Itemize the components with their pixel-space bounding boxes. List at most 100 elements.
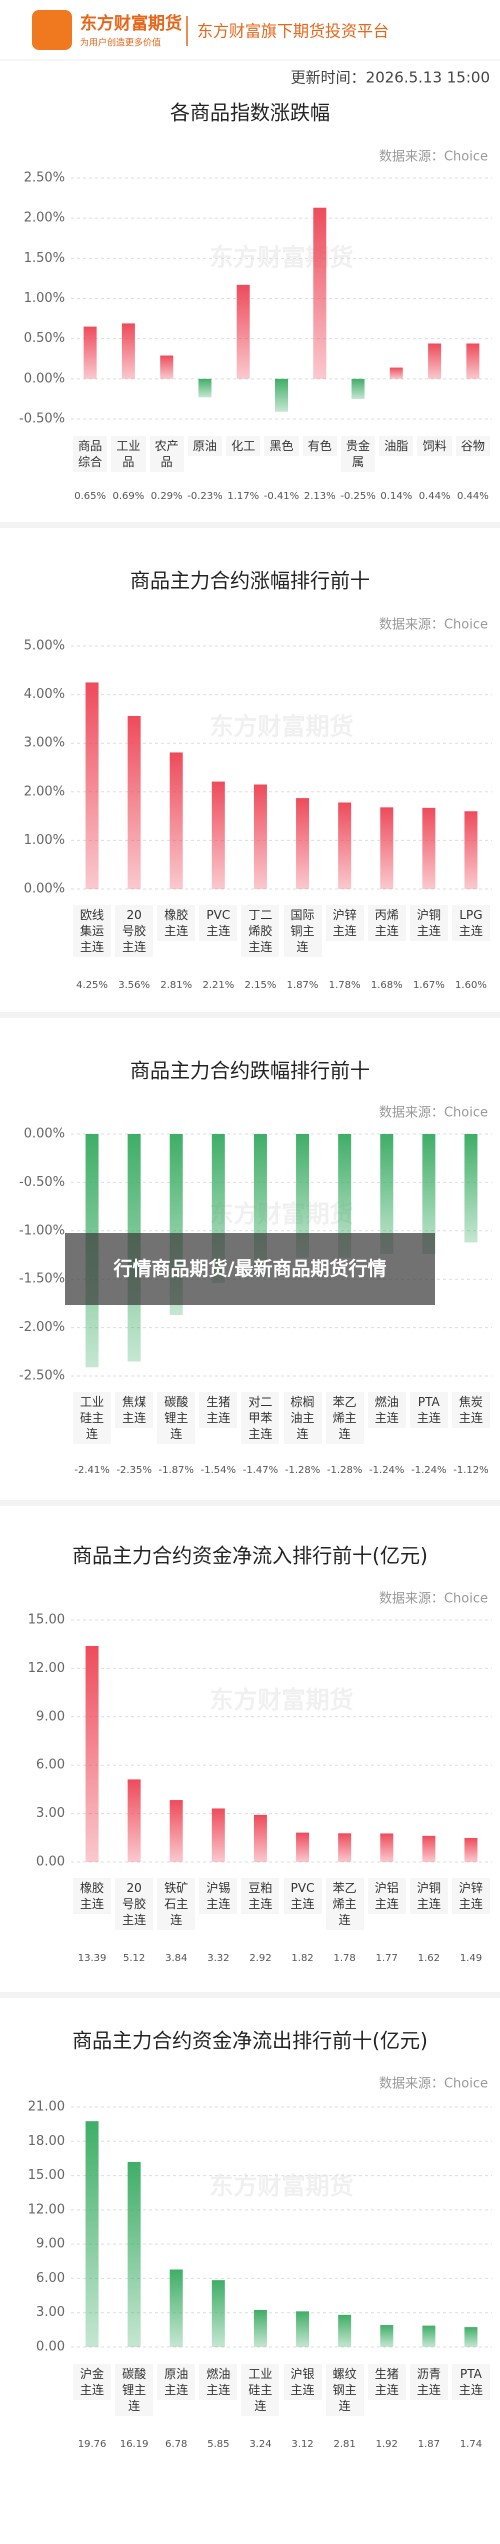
value-label: 1.60% bbox=[455, 980, 487, 991]
x-tick-label: 铁矿石主连 bbox=[157, 1878, 196, 1930]
y-tick-label: 15.00 bbox=[28, 1613, 65, 1628]
value-label: -1.28% bbox=[285, 1465, 320, 1476]
y-tick-label: 9.00 bbox=[36, 2237, 65, 2252]
x-tick-label: 沪铜主连 bbox=[409, 905, 448, 941]
x-tick-text: 油脂 bbox=[384, 439, 409, 453]
x-tick-label: 橡胶主连 bbox=[157, 905, 196, 941]
x-tick-text: 沪锡主连 bbox=[206, 1881, 231, 1911]
x-tick-text: 农产品 bbox=[154, 439, 179, 469]
x-tick-text: 谷物 bbox=[460, 439, 485, 453]
bar bbox=[422, 1134, 436, 1255]
x-tick-label: 原油主连 bbox=[157, 2364, 196, 2400]
x-tick-text: 沪银主连 bbox=[290, 2367, 315, 2397]
value-label: 3.32 bbox=[207, 1953, 229, 1964]
bar bbox=[253, 1814, 267, 1862]
x-tick-label: 商品综合 bbox=[73, 436, 108, 472]
x-tick-label: 碳酸锂主连 bbox=[115, 2364, 154, 2416]
x-tick-label: PVC主连 bbox=[199, 905, 238, 941]
x-tick-label: 生猪主连 bbox=[367, 2364, 406, 2400]
x-tick-label: 螺纹钢主连 bbox=[325, 2364, 364, 2416]
x-tick-text: 沪铜主连 bbox=[416, 1881, 441, 1911]
bar bbox=[198, 378, 212, 398]
x-tick-text: 豆粕主连 bbox=[248, 1881, 273, 1911]
bar bbox=[338, 802, 352, 889]
x-tick-label: 沥青主连 bbox=[409, 2364, 448, 2400]
bar bbox=[296, 2311, 310, 2347]
x-tick-text: 焦煤主连 bbox=[122, 1395, 147, 1425]
source: 数据来源：Choice bbox=[379, 2077, 488, 2092]
x-tick-label: 国际铜主连 bbox=[283, 905, 322, 957]
x-tick-label: 原油 bbox=[187, 436, 223, 456]
y-tick-label: 1.00% bbox=[24, 833, 65, 848]
x-tick-label: 农产品 bbox=[149, 436, 184, 472]
y-tick-label: 3.00 bbox=[36, 1806, 65, 1821]
x-tick-text: 沪铝主连 bbox=[374, 1881, 399, 1911]
y-tick-label: 15.00 bbox=[28, 2168, 65, 2183]
value-label: -1.47% bbox=[243, 1465, 278, 1476]
x-tick-text: 铁矿石主连 bbox=[164, 1881, 189, 1927]
y-tick-label: 4.00% bbox=[24, 687, 65, 702]
x-tick-label: PVC主连 bbox=[283, 1878, 322, 1914]
x-tick-text: 饲料 bbox=[422, 439, 447, 453]
watermark: 东方财富期货 bbox=[210, 244, 354, 272]
bar bbox=[275, 378, 288, 412]
x-tick-text: 工业硅主连 bbox=[248, 2367, 273, 2413]
value-label: 0.44% bbox=[457, 491, 489, 502]
value-label: 0.29% bbox=[151, 491, 183, 502]
value-label: -0.23% bbox=[187, 491, 222, 502]
y-tick-label: 12.00 bbox=[28, 2202, 65, 2217]
x-tick-text: PVC主连 bbox=[206, 908, 231, 938]
value-label: -0.25% bbox=[340, 491, 375, 502]
watermark: 东方财富期货 bbox=[210, 1686, 354, 1714]
bar bbox=[464, 811, 478, 889]
x-tick-label: 豆粕主连 bbox=[241, 1878, 280, 1914]
x-tick-label: 工业硅主连 bbox=[241, 2364, 280, 2416]
y-tick-label: 0.00% bbox=[24, 371, 65, 386]
watermark: 东方财富期货 bbox=[210, 2172, 354, 2200]
x-tick-label: 贵金属 bbox=[340, 436, 376, 472]
value-label: 1.78 bbox=[334, 1953, 356, 1964]
value-label: 0.65% bbox=[74, 491, 106, 502]
x-tick-text: 燃油主连 bbox=[374, 1395, 399, 1425]
value-label: 0.44% bbox=[419, 491, 451, 502]
x-tick-label: 丙烯主连 bbox=[367, 905, 406, 941]
x-tick-label: PTA主连 bbox=[409, 1392, 448, 1428]
x-tick-text: 20号胶主连 bbox=[122, 1881, 147, 1927]
x-tick-label: 沪锌主连 bbox=[451, 1878, 490, 1914]
bar bbox=[236, 284, 250, 379]
value-label: -2.35% bbox=[116, 1465, 151, 1476]
overlay-banner: 行情商品期货/最新商品期货行情 bbox=[65, 1233, 435, 1305]
x-tick-label: LPG主连 bbox=[451, 905, 490, 941]
bar bbox=[464, 1837, 478, 1862]
x-tick-label: 碳酸锂主连 bbox=[157, 1392, 196, 1444]
value-label: 4.25% bbox=[76, 980, 108, 991]
bar bbox=[464, 2327, 478, 2347]
x-tick-label: 棕榈油主连 bbox=[283, 1392, 322, 1444]
value-label: -1.54% bbox=[201, 1465, 236, 1476]
x-tick-text: 欧线集运主连 bbox=[80, 908, 105, 954]
x-tick-label: 沪锡主连 bbox=[199, 1878, 238, 1914]
x-tick-text: 橡胶主连 bbox=[164, 908, 189, 938]
x-tick-label: 谷物 bbox=[455, 436, 490, 456]
section-divider bbox=[0, 1992, 500, 1998]
y-tick-label: 9.00 bbox=[36, 1709, 65, 1724]
watermark: 东方财富期货 bbox=[210, 1200, 354, 1228]
value-label: 1.68% bbox=[371, 980, 403, 991]
y-tick-label: -2.50% bbox=[19, 1369, 65, 1384]
x-tick-label: 焦煤主连 bbox=[115, 1392, 154, 1428]
x-tick-label: 沪金主连 bbox=[73, 2364, 112, 2400]
bar bbox=[127, 2161, 141, 2347]
x-tick-label: 工业硅主连 bbox=[73, 1392, 112, 1444]
value-label: 6.78 bbox=[165, 2439, 187, 2450]
value-label: 1.87% bbox=[287, 980, 319, 991]
value-label: 1.78% bbox=[329, 980, 361, 991]
value-label: 1.67% bbox=[413, 980, 445, 991]
value-label: 13.39 bbox=[78, 1953, 107, 1964]
x-tick-text: 沪金主连 bbox=[80, 2367, 105, 2397]
bar bbox=[85, 2121, 99, 2347]
brand: 东方财富期货 bbox=[80, 13, 182, 34]
x-tick-label: 饲料 bbox=[417, 436, 452, 456]
x-tick-text: PTA主连 bbox=[458, 2367, 483, 2397]
x-tick-text: 苯乙烯主连 bbox=[332, 1881, 357, 1927]
